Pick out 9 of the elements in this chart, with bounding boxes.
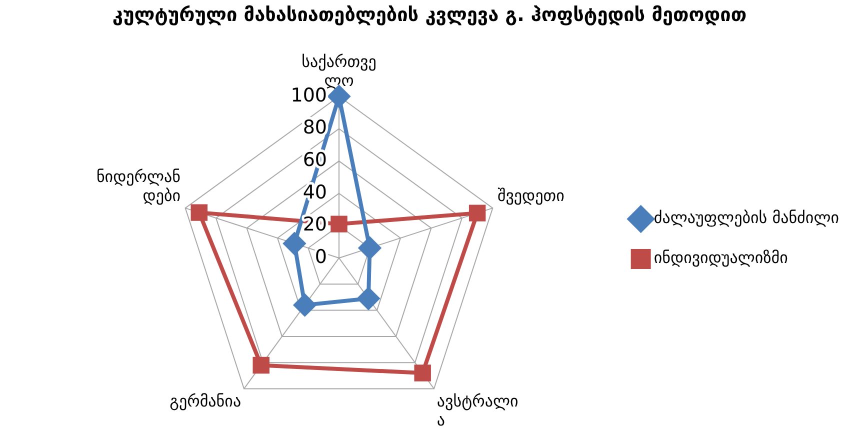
spoke-label: გერმანია (170, 392, 242, 411)
chart-title: კულტურული მახასიათებლების კვლევა გ. ჰოფსტედის მეთოდით (111, 4, 748, 26)
legend-label: ინდივიდუალიზმი (654, 248, 788, 268)
legend-label: ძალაუფლების მანძილი (654, 208, 840, 228)
y-tick-label: 0 (314, 246, 327, 268)
y-tick-label: 80 (302, 116, 327, 139)
spoke-label: შვედეთი (497, 186, 564, 206)
spoke-label: ნიდერლანდები (96, 166, 181, 206)
spoke-label: ავსტრალია (436, 392, 518, 430)
